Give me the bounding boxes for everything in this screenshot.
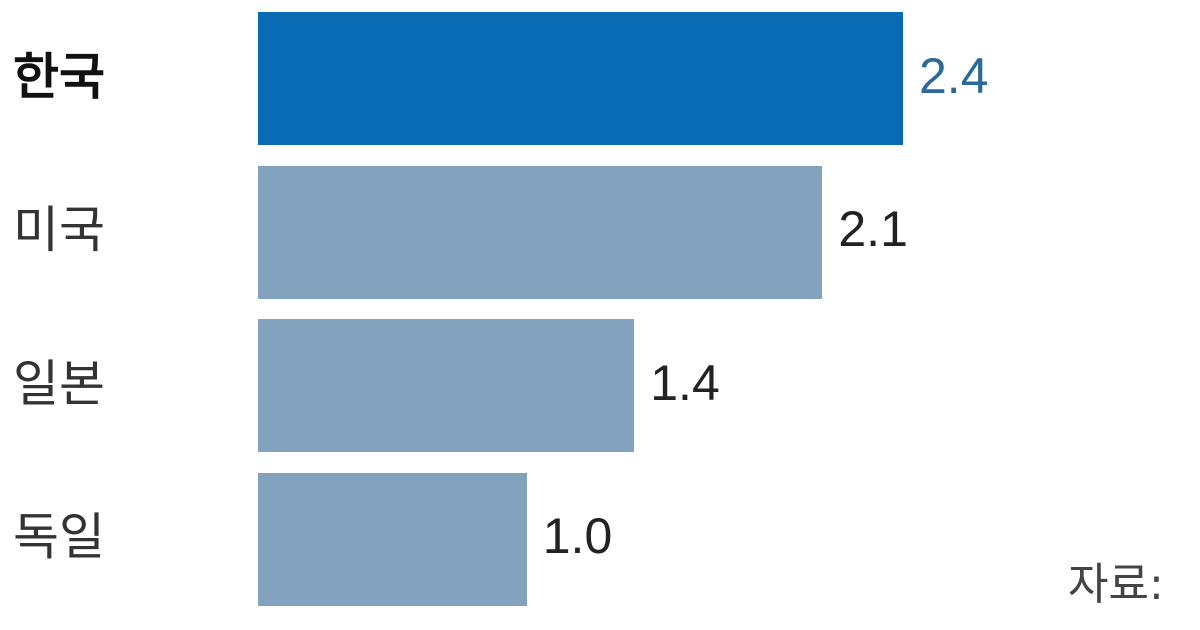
category-label: 일본	[13, 354, 105, 413]
category-label: 미국	[13, 201, 105, 259]
bar-1	[258, 165, 823, 299]
bar-0	[258, 12, 903, 145]
source-note: 자료:	[1068, 559, 1164, 610]
bar-2	[258, 319, 635, 452]
value-label: 2.1	[838, 201, 908, 257]
value-label: 2.4	[919, 47, 989, 104]
category-label: 한국	[13, 47, 105, 106]
value-label: 1.0	[542, 508, 613, 564]
category-label: 독일	[13, 508, 105, 566]
bar-3	[258, 472, 527, 606]
value-label: 1.4	[650, 354, 720, 411]
